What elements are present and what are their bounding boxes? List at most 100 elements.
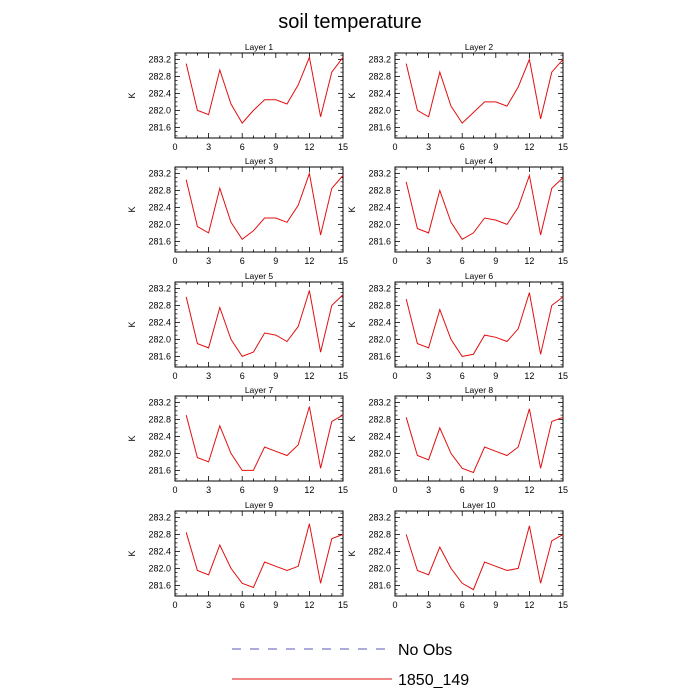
y-axis-label: K	[347, 92, 357, 98]
y-tick-label: 282.0	[148, 105, 171, 115]
x-tick-label: 0	[392, 485, 397, 495]
x-tick-label: 12	[304, 371, 314, 381]
panel-layer-7: Layer 7 0 3 6 9 12 15 281.6 282.0 282.4 282.8 283.2…	[127, 385, 348, 495]
panel-title: Layer 9	[245, 500, 274, 510]
series-line-1850_149	[405, 173, 564, 240]
x-tick-label: 9	[273, 256, 278, 266]
y-tick-label: 281.6	[368, 122, 391, 132]
x-tick-label: 12	[304, 142, 314, 152]
panel-layer-10: Layer 10 0 3 6 9 12 15 281.6 282.0 282.4 282.8 283.…	[347, 500, 568, 610]
x-tick-label: 9	[493, 142, 498, 152]
panel-layer-9: Layer 9 0 3 6 9 12 15 281.6 282.0 282.4 282.8 283.2…	[127, 500, 348, 610]
y-tick-label: 282.8	[148, 185, 171, 195]
x-tick-label: 9	[493, 600, 498, 610]
x-tick-label: 6	[240, 485, 245, 495]
panel-layer-5: Layer 5 0 3 6 9 12 15 281.6 282.0 282.4 282.8 283.2…	[127, 271, 348, 381]
panel-grid: Layer 10 3 6 9 12 15 281.6 282.0 282.4 282.8 283.2…	[127, 42, 568, 610]
panel-layer-2: Layer 2 0 3 6 9 12 15 281.6 282.0 282.4 282.8 283.2…	[347, 42, 568, 152]
legend: No Obs 1850_149	[232, 642, 469, 689]
series-line-1850_149	[405, 525, 564, 591]
panel-frame	[174, 281, 344, 368]
x-tick-label: 15	[558, 485, 568, 495]
x-tick-label: 9	[493, 256, 498, 266]
panel-title: Layer 2	[465, 42, 494, 52]
y-axis-label: K	[347, 550, 357, 556]
x-tick-label: 0	[172, 600, 177, 610]
x-tick-label: 6	[460, 371, 465, 381]
x-tick-label: 6	[240, 600, 245, 610]
x-tick-label: 15	[558, 600, 568, 610]
y-tick-label: 282.0	[368, 448, 391, 458]
legend-item-1: No Obs	[232, 642, 452, 659]
x-tick-label: 15	[558, 142, 568, 152]
y-tick-label: 282.4	[148, 88, 171, 98]
y-tick-label: 282.0	[148, 334, 171, 344]
x-tick-label: 3	[206, 256, 211, 266]
y-tick-label: 282.4	[368, 88, 391, 98]
y-tick-label: 282.4	[148, 431, 171, 441]
x-tick-label: 9	[273, 600, 278, 610]
x-tick-label: 6	[460, 600, 465, 610]
y-axis-label: K	[127, 550, 137, 556]
x-tick-label: 6	[460, 485, 465, 495]
y-tick-label: 283.2	[368, 168, 391, 178]
y-tick-label: 282.8	[148, 71, 171, 81]
panel-title: Layer 7	[245, 385, 274, 395]
panel-layer-1: Layer 1 0 3 6 9 12 15 281.6 282.0 282.4 282.8 283.2…	[127, 42, 348, 152]
x-tick-label: 6	[240, 256, 245, 266]
y-tick-label: 282.8	[148, 300, 171, 310]
series-line-1850_149	[405, 57, 564, 124]
x-tick-label: 3	[426, 485, 431, 495]
panel-frame	[394, 510, 564, 597]
y-tick-label: 282.8	[148, 529, 171, 539]
x-tick-label: 6	[460, 256, 465, 266]
y-axis-label: K	[127, 321, 137, 327]
y-tick-label: 283.2	[148, 283, 171, 293]
y-tick-label: 282.4	[368, 202, 391, 212]
x-tick-label: 15	[558, 371, 568, 381]
x-tick-label: 6	[460, 142, 465, 152]
x-tick-label: 3	[206, 142, 211, 152]
y-tick-label: 283.2	[368, 512, 391, 522]
series-line-1850_149	[405, 408, 564, 474]
y-tick-label: 282.8	[368, 414, 391, 424]
x-tick-label: 12	[524, 485, 534, 495]
x-tick-label: 9	[273, 142, 278, 152]
panel-layer-4: Layer 4 0 3 6 9 12 15 281.6 282.0 282.4 282.8 283.2…	[347, 156, 568, 266]
y-axis-label: K	[347, 321, 357, 327]
series-line-1850_149	[185, 523, 344, 589]
y-tick-label: 282.4	[368, 431, 391, 441]
series-line-1850_149	[185, 290, 344, 358]
y-tick-label: 283.2	[148, 168, 171, 178]
x-tick-label: 9	[273, 485, 278, 495]
series-line-1850_149	[185, 171, 344, 241]
y-tick-label: 283.2	[148, 54, 171, 64]
x-tick-label: 12	[524, 600, 534, 610]
y-tick-label: 282.0	[148, 448, 171, 458]
panel-frame	[394, 281, 564, 368]
panel-frame	[174, 510, 344, 597]
panel-title: Layer 5	[245, 271, 274, 281]
panel-title: Layer 10	[462, 500, 495, 510]
x-tick-label: 0	[392, 371, 397, 381]
x-tick-label: 12	[304, 256, 314, 266]
x-tick-label: 3	[206, 485, 211, 495]
x-tick-label: 3	[426, 371, 431, 381]
x-tick-label: 15	[338, 142, 348, 152]
y-tick-label: 281.6	[148, 351, 171, 361]
x-tick-label: 0	[392, 142, 397, 152]
y-tick-label: 282.4	[148, 317, 171, 327]
y-tick-label: 281.6	[148, 122, 171, 132]
x-tick-label: 15	[338, 485, 348, 495]
x-tick-label: 6	[240, 371, 245, 381]
x-tick-label: 0	[172, 142, 177, 152]
x-tick-label: 12	[524, 142, 534, 152]
x-tick-label: 9	[493, 485, 498, 495]
x-tick-label: 15	[338, 600, 348, 610]
legend-label: No Obs	[398, 642, 452, 659]
y-tick-label: 281.6	[148, 465, 171, 475]
panel-frame	[394, 395, 564, 482]
panel-layer-3: Layer 3 0 3 6 9 12 15 281.6 282.0 282.4 282.8 283.2…	[127, 156, 348, 266]
y-tick-label: 283.2	[368, 54, 391, 64]
